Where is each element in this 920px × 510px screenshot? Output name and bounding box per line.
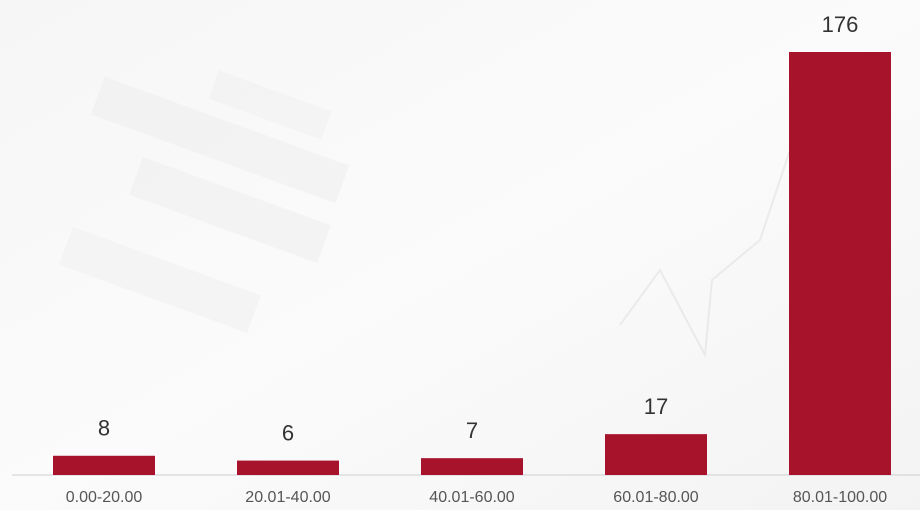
chart: 0.00-20.00 8 20.01-40.00 6 40.01-60.00 7 60.01… xyxy=(0,0,920,510)
bar xyxy=(421,458,523,475)
bar xyxy=(237,461,339,475)
x-tick-label: 40.01-60.00 xyxy=(429,489,515,506)
x-tick-label: 20.01-40.00 xyxy=(245,489,331,506)
x-tick-label: 80.01-100.00 xyxy=(793,489,887,506)
value-label: 6 xyxy=(282,420,294,445)
value-label: 176 xyxy=(822,12,859,37)
bar xyxy=(789,52,891,475)
value-label: 7 xyxy=(466,418,478,443)
x-tick-label: 0.00-20.00 xyxy=(66,489,143,506)
bar xyxy=(53,456,155,475)
page: {"chart_data": {"type": "bar", "categori… xyxy=(0,0,920,510)
value-label: 17 xyxy=(644,394,668,419)
x-tick-label: 60.01-80.00 xyxy=(613,489,699,506)
bar xyxy=(605,434,707,475)
value-label: 8 xyxy=(98,416,110,441)
